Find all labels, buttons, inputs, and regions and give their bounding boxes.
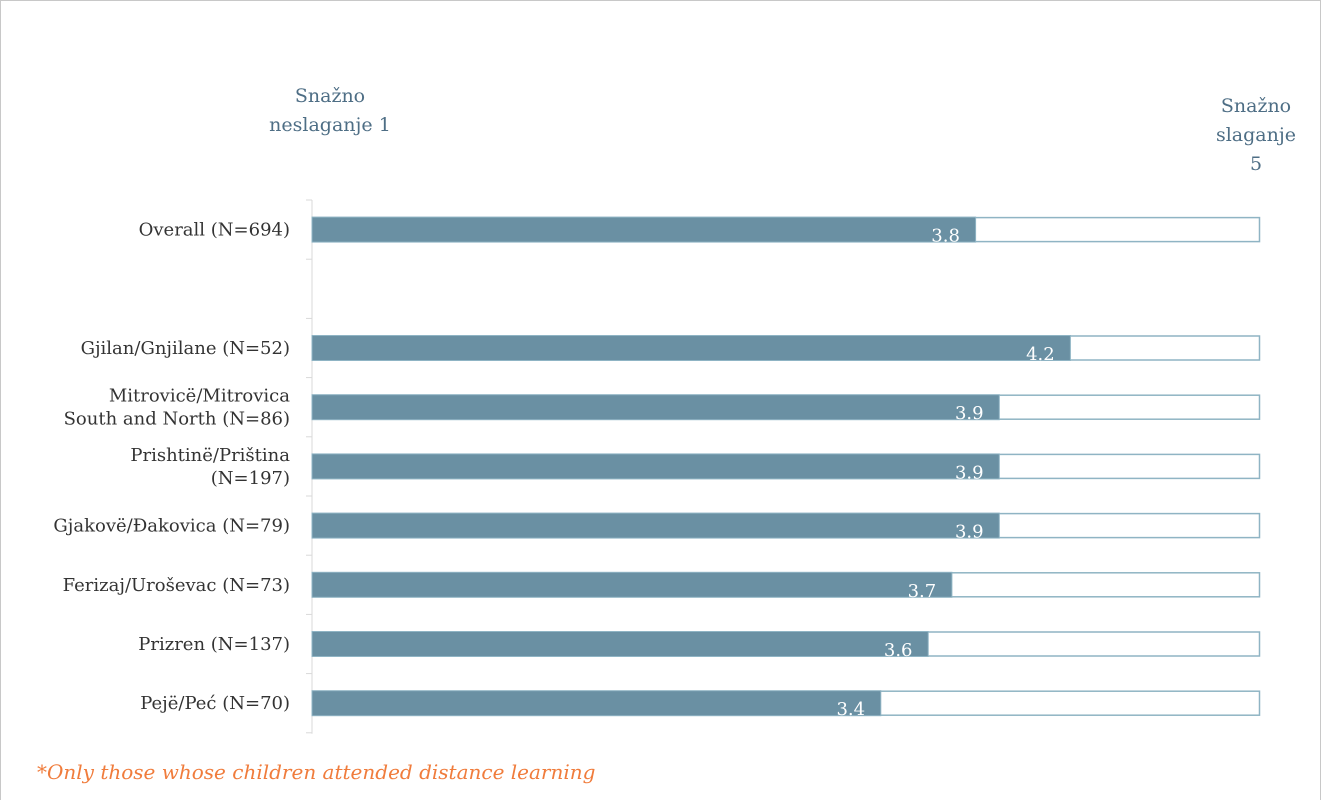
scale-right-label: Snažno slaganje 5 [1206,92,1306,179]
bar-chart: Overall (N=694) 3.8 Gjilan/Gnjilane (N=52)… [53,199,1261,734]
category-label: Prizren (N=137) [138,634,290,655]
data-label: 3.9 [955,522,984,543]
category-label: Overall (N=694) [139,220,290,241]
bar [311,631,929,657]
data-label: 3.8 [931,226,960,247]
bar [311,512,1000,539]
scale-right-line1: Snažno [1220,95,1292,117]
bar [311,453,1000,480]
data-label: 3.7 [908,581,937,602]
data-label: 3.9 [955,462,984,483]
category-label: Gjilan/Gnjilane (N=52) [81,338,290,359]
bar [311,571,953,598]
category-label: Prishtinë/Priština [130,445,290,466]
footnote: *Only those whose children attended dist… [37,760,596,784]
category-label: Gjakovë/Đakovica (N=79) [53,516,290,537]
category-label: South and North (N=86) [64,409,290,430]
scale-left-label: Snažno neslaganje 1 [230,82,430,140]
scale-left-line1: Snažno [294,85,366,107]
category-label: Mitrovicë/Mitrovica [109,386,290,407]
bar [311,394,1000,421]
category-label: Ferizaj/Uroševac (N=73) [63,575,290,596]
category-label: (N=197) [211,468,290,489]
scale-right-line3: 5 [1249,153,1263,175]
category-label: Pejë/Peć (N=70) [140,693,290,714]
bar [311,216,977,243]
scale-right-line2: slaganje [1215,124,1297,146]
data-label: 3.6 [884,640,913,661]
data-label: 3.4 [836,699,865,720]
data-label: 4.2 [1026,344,1055,365]
data-label: 3.9 [955,403,984,424]
bar [311,335,1071,361]
scale-left-line2: neslaganje 1 [269,114,391,136]
bar [311,690,882,717]
